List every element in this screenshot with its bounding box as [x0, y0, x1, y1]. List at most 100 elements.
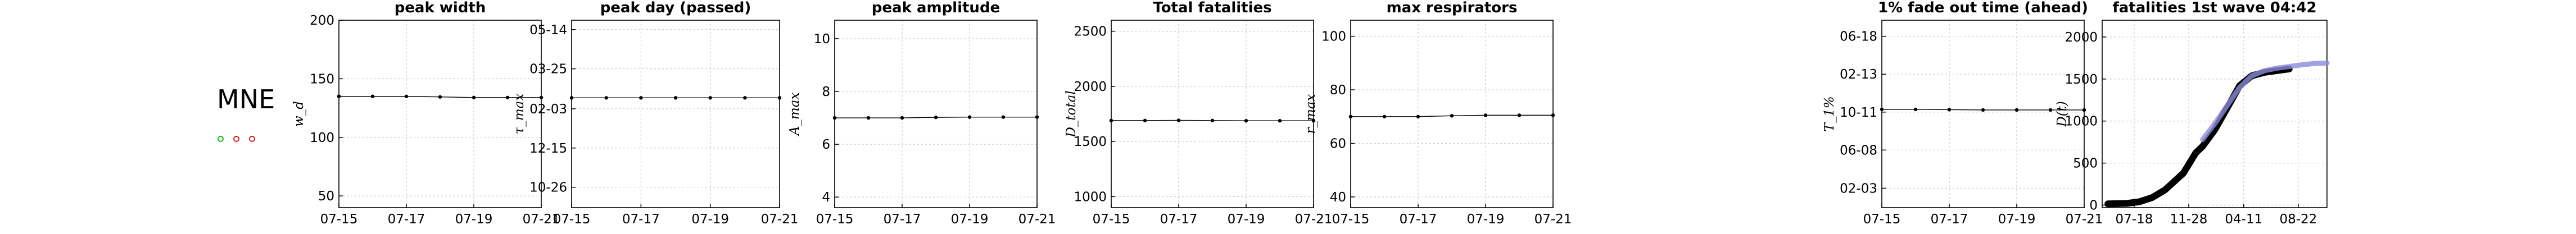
data-point	[1517, 113, 1522, 117]
status-marker	[249, 136, 255, 142]
plot-frame	[834, 20, 1038, 208]
data-point	[1348, 114, 1353, 118]
x-tick-label: 07-21	[2066, 212, 2103, 227]
data-point	[604, 96, 608, 100]
data-point	[438, 95, 442, 99]
data-point	[1416, 114, 1420, 118]
chart-title: peak day (passed)	[600, 0, 751, 16]
data-point	[472, 95, 476, 99]
y-tick-label: 4	[822, 190, 830, 205]
y-tick-label: 2500	[1074, 25, 1107, 39]
y-tick-label: 100	[310, 131, 334, 145]
x-tick-label: 07-19	[455, 212, 493, 227]
y-tick-label: 150	[310, 72, 334, 86]
x-tick-label: 07-15	[1093, 212, 1130, 227]
data-point	[934, 115, 938, 120]
model-series	[2200, 60, 2330, 143]
x-tick-label: 07-17	[1400, 212, 1437, 227]
data-point	[777, 96, 782, 100]
data-point	[1382, 114, 1387, 118]
plot-frame	[1881, 20, 2085, 208]
x-tick-label: 07-21	[1295, 212, 1333, 227]
y-tick-label: 6	[822, 137, 830, 152]
x-tick-label: 07-17	[884, 212, 921, 227]
x-tick-label: 07-15	[1863, 212, 1901, 227]
data-point	[2082, 108, 2086, 112]
data-point	[967, 115, 972, 119]
x-tick-label: 07-21	[523, 212, 560, 227]
y-tick-label: 06-08	[1840, 143, 1877, 158]
country-label: MNE	[217, 84, 275, 114]
y-tick-label: 200	[310, 13, 334, 28]
y-axis-label: r_max	[1303, 94, 1318, 134]
y-tick-label: 02-13	[1840, 67, 1877, 82]
data-point	[708, 96, 712, 100]
chart-title: 1% fade out time (ahead)	[1878, 0, 2088, 16]
data-point	[1210, 118, 1215, 122]
chart-title: Total fatalities	[1153, 0, 1271, 16]
status-marker	[233, 136, 239, 142]
data-point	[743, 96, 747, 100]
x-tick-label: 07-15	[553, 212, 591, 227]
data-point	[866, 116, 871, 120]
y-tick-label: 2000	[1074, 80, 1107, 94]
x-tick-label: 07-21	[761, 212, 799, 227]
data-point	[2048, 108, 2053, 112]
y-tick-label: 06-18	[1840, 30, 1877, 44]
y-tick-label: 40	[1330, 190, 1346, 205]
y-tick-label: 10	[814, 32, 830, 47]
y-axis-label: A_max	[787, 93, 802, 137]
x-tick-label: 07-21	[1018, 212, 1056, 227]
data-point	[1278, 118, 1282, 123]
y-tick-label: 60	[1330, 136, 1346, 151]
y-axis-label: w_d	[292, 101, 306, 127]
x-tick-label: 07-15	[816, 212, 854, 227]
y-tick-label: 05-14	[529, 23, 567, 38]
x-tick-label: 07-18	[2116, 212, 2153, 227]
x-tick-label: 07-15	[320, 212, 358, 227]
y-tick-label: 50	[318, 189, 334, 204]
y-axis-label: T_1%	[1822, 96, 1837, 131]
y-tick-label: 02-03	[1840, 181, 1877, 196]
chart-title: max respirators	[1387, 0, 1518, 16]
x-tick-label: 07-17	[622, 212, 660, 227]
data-point	[404, 94, 409, 98]
data-point	[1001, 115, 1006, 119]
y-axis-label: D_total	[1064, 90, 1079, 137]
data-point	[337, 94, 341, 98]
x-tick-label: 07-17	[1160, 212, 1198, 227]
x-tick-label: 08-22	[2279, 212, 2317, 227]
plot-frame	[571, 20, 780, 208]
data-point	[1143, 118, 1147, 122]
x-tick-label: 07-17	[388, 212, 425, 227]
x-tick-label: 07-19	[1467, 212, 1505, 227]
x-tick-label: 07-15	[1332, 212, 1370, 227]
data-point	[1981, 108, 1985, 112]
y-tick-label: 03-25	[529, 62, 567, 77]
y-tick-label: 500	[2073, 157, 2098, 171]
x-tick-label: 07-19	[951, 212, 989, 227]
plot-frame	[338, 20, 542, 208]
data-point	[1947, 108, 1952, 112]
y-tick-label: 0	[2089, 199, 2098, 213]
y-tick-label: 80	[1330, 83, 1346, 98]
data-point	[569, 96, 574, 100]
data-point	[1450, 114, 1454, 118]
x-tick-label: 07-21	[1534, 212, 1572, 227]
data-point	[1913, 107, 1918, 112]
y-tick-label: 100	[1321, 30, 1346, 44]
y-axis-label: τ_max	[512, 94, 527, 135]
x-tick-label: 04-11	[2225, 212, 2262, 227]
data-point	[832, 116, 837, 120]
y-tick-label: 10-26	[529, 181, 567, 195]
data-point	[1109, 118, 1113, 122]
y-tick-label: 1500	[1074, 135, 1107, 149]
data-point	[1244, 118, 1248, 123]
y-tick-label: 1000	[2065, 114, 2098, 129]
y-tick-label: 8	[822, 85, 830, 99]
data-point	[1035, 115, 1039, 119]
data-point	[1176, 118, 1181, 122]
status-marker	[218, 136, 224, 142]
data-point	[2014, 108, 2019, 112]
x-tick-label: 07-17	[1931, 212, 1968, 227]
